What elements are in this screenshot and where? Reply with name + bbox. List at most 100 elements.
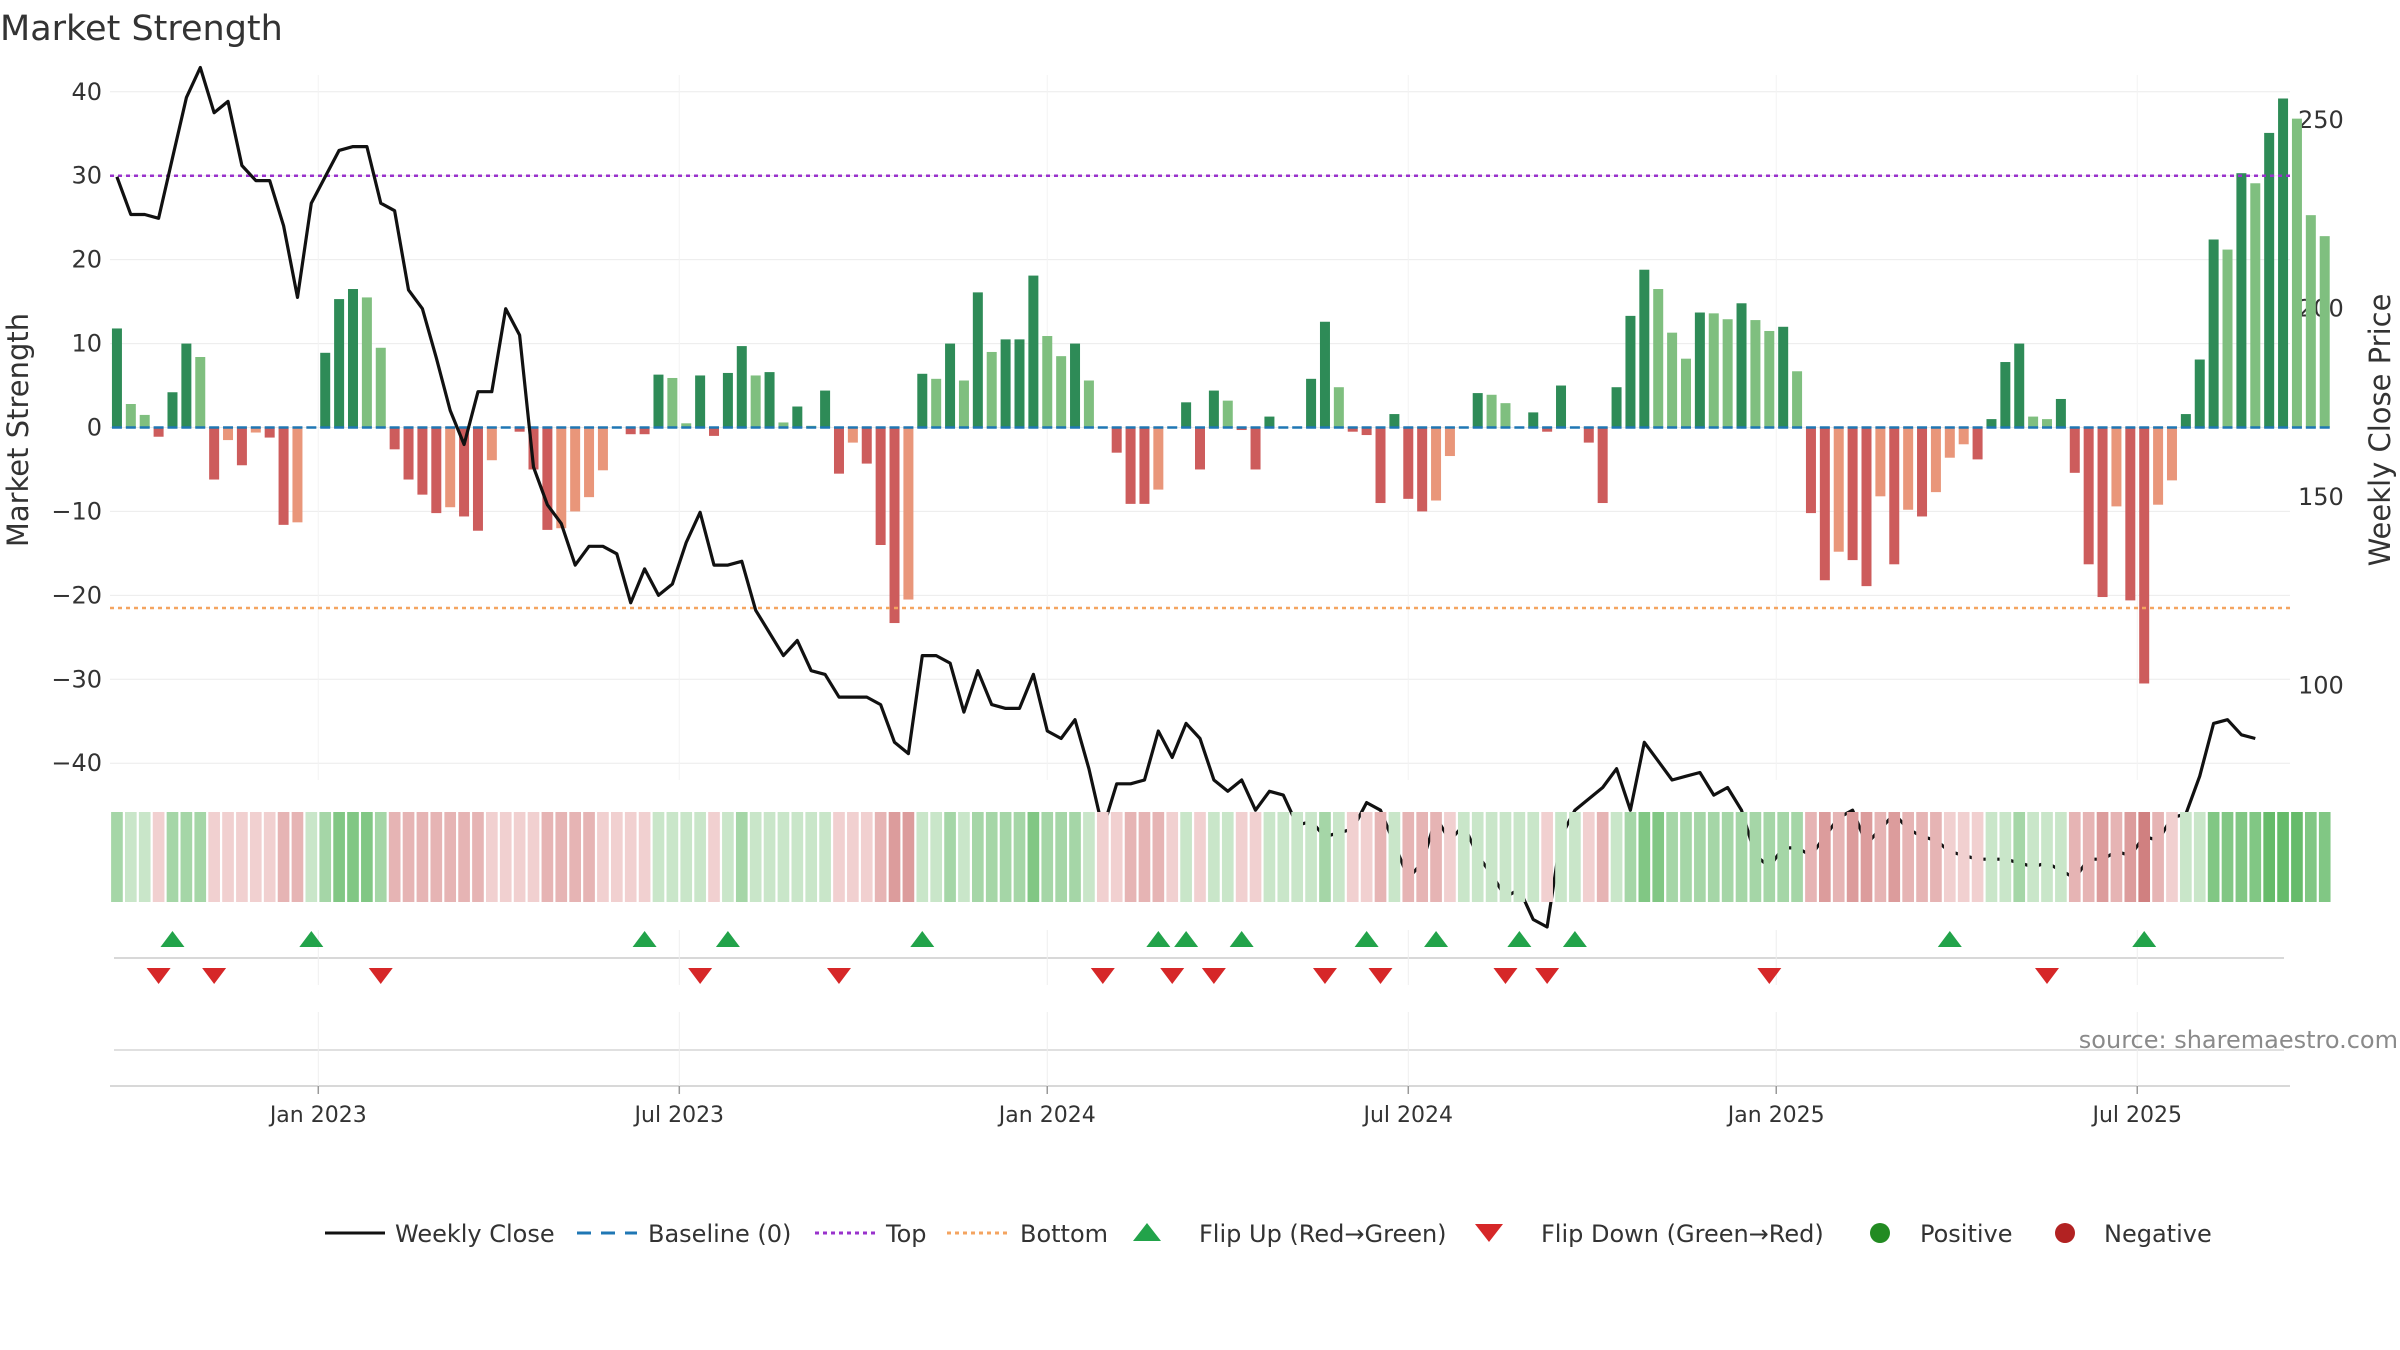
strength-strip-cell bbox=[444, 812, 457, 902]
flip-down-marker bbox=[202, 968, 227, 984]
y-tick-label: 20 bbox=[71, 246, 102, 274]
strength-strip-cell bbox=[1874, 812, 1887, 902]
strength-strip-cell bbox=[1152, 812, 1165, 902]
strength-strip-cell bbox=[236, 812, 248, 902]
y2-tick-label: 250 bbox=[2298, 106, 2344, 134]
strength-bar bbox=[2319, 236, 2330, 428]
strength-bar bbox=[1722, 319, 1733, 428]
strength-strip-cell bbox=[1930, 812, 1942, 902]
strength-bar bbox=[1431, 427, 1442, 501]
flip-markers-panel bbox=[110, 930, 2290, 1087]
flip-down-marker bbox=[1368, 968, 1393, 984]
strength-strip-cell bbox=[1610, 812, 1623, 902]
x-tick-label: Jan 2023 bbox=[268, 1103, 367, 1128]
strength-strip-cell bbox=[1416, 812, 1428, 902]
strength-strip-cell bbox=[763, 812, 776, 902]
strength-bar bbox=[223, 427, 234, 441]
strength-strip-cell bbox=[472, 812, 484, 902]
strength-strip-cell bbox=[652, 812, 665, 902]
strength-strip-cell bbox=[124, 812, 137, 902]
strength-bar bbox=[167, 392, 178, 428]
strength-bar bbox=[695, 375, 706, 428]
legend-top-label: Top bbox=[885, 1220, 927, 1248]
flip-down-marker bbox=[688, 968, 713, 984]
strength-strip-cell bbox=[180, 812, 193, 902]
flip-down-marker bbox=[1312, 968, 1337, 984]
strength-bar bbox=[778, 422, 789, 428]
y-axis-title: Market Strength bbox=[1, 313, 35, 547]
strength-bar bbox=[1319, 321, 1330, 428]
strength-bar bbox=[917, 373, 928, 428]
strength-strip-cell bbox=[624, 812, 637, 902]
strength-strip-cell bbox=[1194, 812, 1206, 902]
strength-bar bbox=[653, 374, 664, 428]
strength-strip-cell bbox=[722, 812, 734, 902]
strength-strip-cell bbox=[1235, 812, 1248, 902]
strength-strip-cell bbox=[1666, 812, 1678, 902]
strength-bar bbox=[2139, 427, 2150, 684]
negative-dot-icon bbox=[2055, 1223, 2075, 1243]
strength-bar bbox=[2042, 419, 2053, 428]
strength-strip-cell bbox=[2068, 812, 2081, 902]
source-attribution: source: sharemaestro.com bbox=[2079, 1026, 2398, 1054]
strength-bar bbox=[1805, 427, 1816, 514]
strength-strip-cell bbox=[2207, 812, 2220, 902]
strength-bar bbox=[833, 427, 844, 474]
strength-bar bbox=[1306, 378, 1317, 428]
y-tick-label: −30 bbox=[51, 665, 102, 693]
strength-bar bbox=[847, 427, 858, 443]
strength-bar bbox=[2069, 427, 2080, 473]
strength-strip-cell bbox=[1902, 812, 1914, 902]
strength-bar bbox=[931, 378, 942, 428]
y2-tick-label: 150 bbox=[2298, 483, 2344, 511]
y2-tick-label: 100 bbox=[2298, 672, 2344, 700]
strength-strip-cell bbox=[916, 812, 929, 902]
strength-strip-cell bbox=[416, 812, 429, 902]
strength-strip-cell bbox=[2193, 812, 2206, 902]
strength-strip-cell bbox=[1596, 812, 1609, 902]
strength-strip-cell bbox=[583, 812, 595, 902]
legend-negative-label: Negative bbox=[2104, 1220, 2212, 1248]
strength-strip-cell bbox=[1624, 812, 1637, 902]
strength-strip-cell bbox=[1221, 812, 1234, 902]
strength-strip-cell bbox=[1569, 812, 1581, 902]
strength-bar bbox=[542, 427, 553, 530]
flip-up-marker bbox=[160, 931, 185, 947]
strength-bar bbox=[1528, 412, 1539, 428]
strength-bar bbox=[986, 351, 997, 428]
strength-bar bbox=[1639, 269, 1650, 428]
flip-down-icon bbox=[1475, 1224, 1503, 1242]
strength-bar bbox=[1653, 289, 1664, 428]
legend-negative: Negative bbox=[2055, 1220, 2212, 1248]
strength-strip-cell bbox=[597, 812, 609, 902]
strength-strip-cell bbox=[2041, 812, 2053, 902]
strength-bar bbox=[1042, 336, 1053, 428]
flip-down-marker bbox=[1757, 968, 1782, 984]
x-tick-label: Jan 2025 bbox=[1726, 1103, 1825, 1128]
legend-flip-down: Flip Down (Green→Red) bbox=[1475, 1220, 1824, 1248]
strength-strip-cell bbox=[1402, 812, 1415, 902]
strength-bar bbox=[2083, 427, 2094, 565]
strength-strip-cell bbox=[2027, 812, 2039, 902]
y-tick-label: 40 bbox=[71, 78, 102, 106]
strength-bar bbox=[111, 328, 122, 428]
strength-strip-cell bbox=[902, 812, 915, 902]
strength-bar bbox=[347, 289, 358, 428]
strength-strip-cell bbox=[1943, 812, 1956, 902]
strength-bar bbox=[958, 380, 969, 428]
strength-strip-cell bbox=[249, 812, 262, 902]
strength-bar bbox=[1028, 275, 1039, 428]
legend-positive: Positive bbox=[1870, 1220, 2013, 1248]
strength-strip-cell bbox=[402, 812, 415, 902]
strength-bar bbox=[1944, 427, 1955, 458]
y2-axis-title: Weekly Close Price bbox=[2363, 294, 2397, 567]
strength-strip-cell bbox=[1916, 812, 1928, 902]
strength-strip-cell bbox=[1346, 812, 1359, 902]
flip-down-marker bbox=[368, 968, 393, 984]
strength-bar bbox=[1389, 414, 1400, 428]
strength-strip-cell bbox=[680, 812, 693, 902]
strength-bar bbox=[1472, 393, 1483, 428]
strength-strip-cell bbox=[874, 812, 887, 902]
strength-bars bbox=[111, 98, 2330, 684]
strength-bar bbox=[403, 427, 414, 480]
